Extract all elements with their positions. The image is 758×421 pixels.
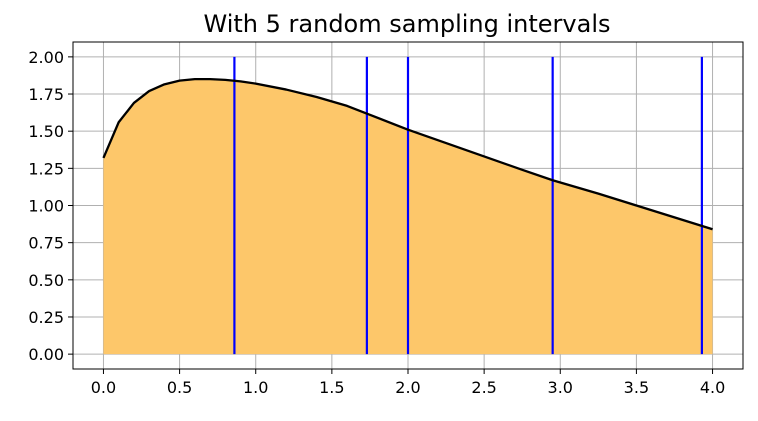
x-tick-label: 2.5 [471,378,496,397]
x-tick-label: 1.0 [243,378,268,397]
y-tick-label: 1.50 [28,122,64,141]
y-tick-label: 0.75 [28,234,64,253]
y-tick-label: 1.75 [28,85,64,104]
line-layer [102,78,713,231]
sampling-intervals [233,56,703,355]
x-tick-label: 3.0 [548,378,573,397]
y-axis: 0.00 0.25 0.50 0.75 1.00 1.25 1.50 1.75 2.00 [28,48,73,364]
y-tick-label: 1.00 [28,197,64,216]
x-tick-label: 0.5 [167,378,192,397]
chart-title: With 5 random sampling intervals [204,10,611,38]
x-tick-label: 2.0 [395,378,420,397]
y-tick-label: 0.25 [28,308,64,327]
y-tick-label: 0.00 [28,345,64,364]
y-tick-label: 2.00 [28,48,64,67]
x-tick-label: 0.0 [91,378,116,397]
y-tick-label: 1.25 [28,159,64,178]
x-tick-label: 1.5 [319,378,344,397]
x-tick-label: 4.0 [700,378,725,397]
y-tick-label: 0.50 [28,271,64,290]
series-line [102,78,713,231]
x-axis: 0.0 0.5 1.0 1.5 2.0 2.5 3.0 3.5 4.0 [91,369,725,397]
x-tick-label: 3.5 [624,378,649,397]
